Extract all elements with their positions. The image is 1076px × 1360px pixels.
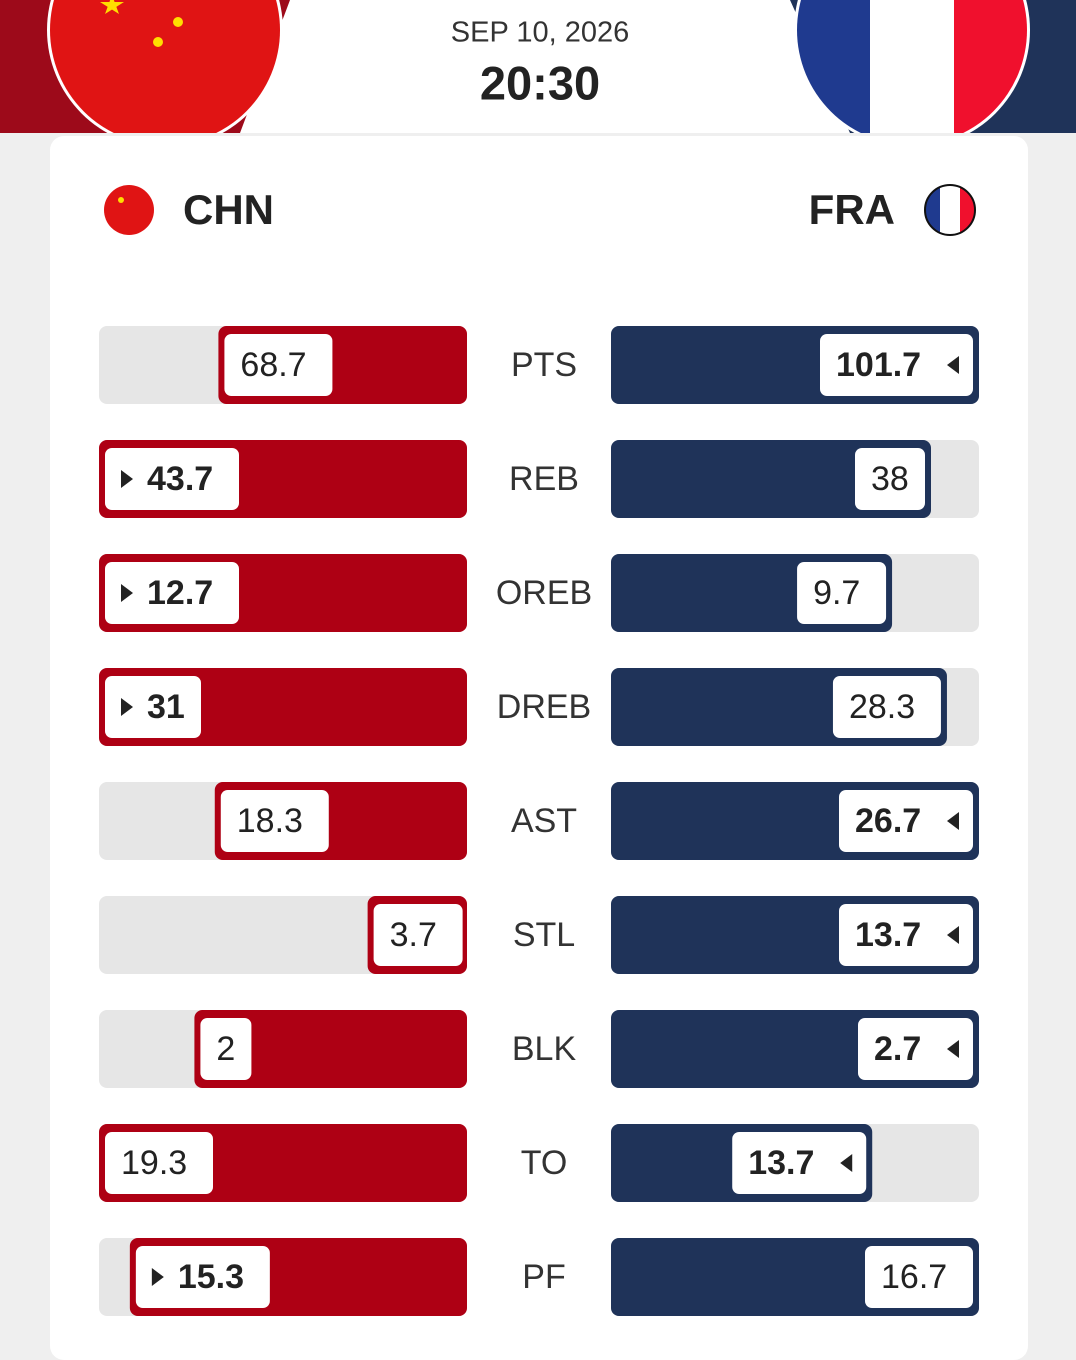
stat-label: REB [509, 460, 579, 498]
value-box [200, 1018, 252, 1080]
value-label: 3.7 [390, 916, 437, 954]
value-label: 13.7 [748, 1144, 814, 1182]
leader-arrow [121, 470, 133, 488]
value-box [839, 904, 973, 966]
value-box [865, 1246, 973, 1308]
value-label: 68.7 [240, 346, 306, 384]
value-box [797, 562, 887, 624]
leader-arrow [947, 812, 959, 830]
value-label: 43.7 [147, 460, 213, 498]
value-box [220, 790, 329, 852]
stat-label: AST [511, 802, 577, 840]
stat-label: STL [513, 916, 575, 954]
stat-label: BLK [512, 1030, 577, 1068]
leader-arrow [947, 1040, 959, 1058]
leader-arrow [151, 1268, 164, 1286]
value-label: 101.7 [836, 346, 921, 384]
leader-arrow [840, 1154, 853, 1172]
team-flag [104, 184, 976, 236]
team-name: CHN [183, 186, 274, 233]
value-box [820, 334, 973, 396]
stat-label: DREB [497, 688, 591, 726]
leader-arrow [947, 926, 959, 944]
value-box [105, 562, 239, 624]
value-box [224, 334, 333, 396]
value-box [858, 1018, 973, 1080]
value-box [839, 790, 973, 852]
leader-arrow [121, 698, 133, 716]
value-box [105, 1132, 213, 1194]
bar [194, 1010, 467, 1088]
match-time: 20:30 [480, 56, 600, 109]
value-box [855, 448, 925, 510]
value-box [105, 448, 239, 510]
value-label: 12.7 [147, 574, 213, 612]
value-label: 18.3 [237, 802, 303, 840]
value-label: 13.7 [855, 916, 921, 954]
value-box [135, 1246, 270, 1308]
value-label: 26.7 [855, 802, 921, 840]
stat-label: PF [522, 1258, 565, 1296]
leader-arrow [947, 356, 959, 374]
value-label: 9.7 [813, 574, 860, 612]
value-box [373, 904, 463, 966]
value-label: 2.7 [874, 1030, 921, 1068]
value-box [732, 1132, 867, 1194]
value-box [832, 676, 941, 738]
value-label: 31 [147, 688, 185, 726]
stat-label: PTS [511, 346, 577, 384]
value-label: 2 [216, 1030, 235, 1068]
value-label: 19.3 [121, 1144, 187, 1182]
team-name: FRA [809, 186, 895, 233]
match-date: SEP 10, 2026 [451, 17, 629, 49]
value-box [105, 676, 201, 738]
value-label: 38 [871, 460, 909, 498]
value-label: 16.7 [881, 1258, 947, 1296]
value-label: 28.3 [849, 688, 915, 726]
bar [611, 440, 931, 518]
leader-arrow [121, 584, 133, 602]
stat-label: TO [521, 1144, 568, 1182]
stat-label: OREB [496, 574, 592, 612]
header: SEP 10, 2026 20:30 [0, 0, 1076, 133]
value-label: 15.3 [178, 1258, 244, 1296]
